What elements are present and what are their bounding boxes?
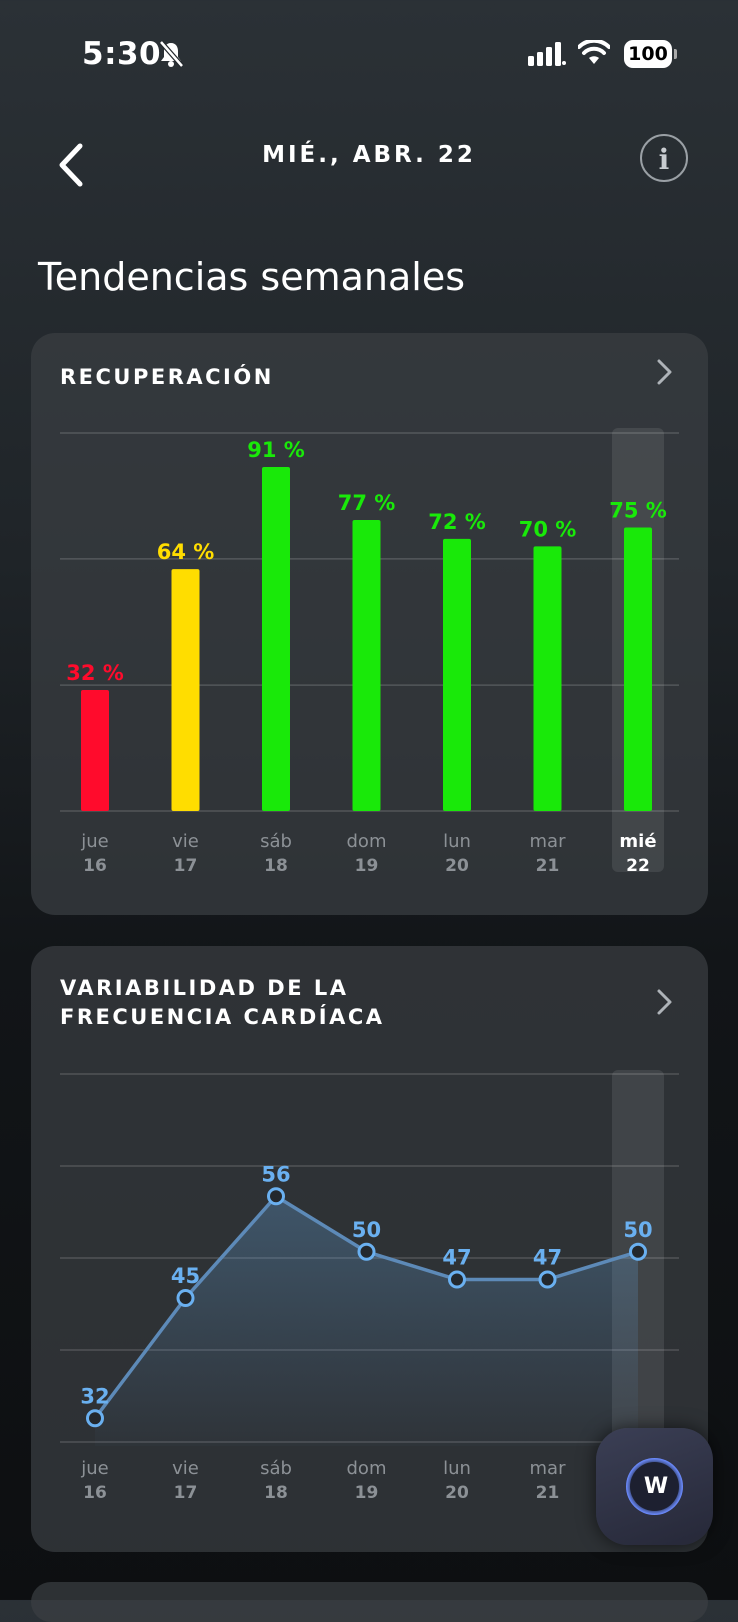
x-tick-day-label: lun [443,1458,471,1479]
x-tick-day-label: vie [172,1458,199,1479]
data-value-label: 45 [171,1264,200,1288]
bar-value-label: 72 % [428,510,486,534]
x-tick-day-label: vie [172,831,199,852]
data-value-label: 47 [533,1246,562,1270]
wifi-icon [577,38,611,70]
x-tick-date-label: 18 [264,856,288,876]
x-tick-date-label: 18 [264,1483,288,1503]
status-bar: 5:30 100 [0,0,738,100]
chevron-right-icon[interactable] [653,357,675,387]
top-navigation: MIÉ., ABR. 22 i [0,120,738,200]
assistant-fab-button[interactable]: W [596,1428,713,1545]
back-chevron-icon[interactable] [52,132,96,188]
whoop-logo-icon: W [630,1462,679,1511]
x-tick-day-label: dom [347,831,387,852]
bar-value-label: 32 % [66,661,124,685]
section-title: Tendencias semanales [38,255,465,299]
x-tick-date-label: 17 [174,1483,198,1503]
data-point [629,1242,647,1261]
data-point [448,1270,466,1289]
chevron-right-icon[interactable] [653,987,675,1017]
x-tick-day-label: dom [347,1458,387,1479]
bar-value-label: 75 % [609,499,667,523]
hrv-line-chart: 32 jue 16 45 vie 17 56 sáb 18 50 dom 19 47 lun 20 47 mar… [60,1070,679,1510]
battery-nub [674,49,677,59]
x-tick-day-label: jue [80,831,108,852]
cellular-signal-icon [528,42,566,70]
hrv-title-line2: FRECUENCIA CARDÍACA [60,1005,385,1029]
data-value-label: 47 [442,1246,471,1270]
data-value-label: 56 [261,1162,290,1186]
data-point [267,1187,285,1206]
x-tick-day-label: sáb [260,831,292,852]
bar-value-label: 77 % [338,491,396,515]
hrv-card-title: VARIABILIDAD DE LA FRECUENCIA CARDÍACA [60,974,385,1032]
bar-value-label: 70 % [519,517,577,541]
x-tick-day-label: mar [530,1458,567,1479]
next-card[interactable] [31,1582,708,1622]
x-tick-date-label: 16 [83,856,107,876]
x-tick-date-label: 17 [174,856,198,876]
bar-value-label: 64 % [157,540,215,564]
bar [352,519,381,811]
data-point [86,1409,104,1428]
data-point [357,1242,376,1261]
x-tick-date-label: 22 [626,856,650,876]
x-tick-date-label: 21 [536,856,560,876]
bell-muted-icon [158,40,184,72]
x-tick-day-label: lun [443,831,471,852]
recovery-card[interactable]: RECUPERACIÓN 32 % jue 16 64 % vie 17 91 % sáb 18… [31,333,708,915]
battery-indicator: 100 [624,40,672,68]
bar-value-label: 91 % [247,438,305,462]
x-tick-date-label: 20 [445,856,469,876]
bar [262,467,290,811]
x-tick-date-label: 20 [445,1483,469,1503]
x-tick-day-label: sáb [260,1458,292,1479]
x-tick-date-label: 19 [355,856,379,876]
recovery-card-title: RECUPERACIÓN [60,365,274,389]
bar [533,546,562,811]
data-value-label: 50 [352,1218,381,1242]
x-tick-date-label: 21 [536,1483,560,1503]
series-area [95,1196,638,1446]
hrv-title-line1: VARIABILIDAD DE LA [60,976,349,1000]
bar [624,527,652,811]
x-tick-day-label: jue [80,1458,108,1479]
data-point [176,1289,195,1307]
recovery-bar-chart: 32 % jue 16 64 % vie 17 91 % sáb 18 77 % dom 19 72 %… [60,428,679,876]
hrv-card[interactable]: VARIABILIDAD DE LA FRECUENCIA CARDÍACA 3… [31,946,708,1552]
x-tick-day-label: mié [619,831,656,852]
x-tick-date-label: 19 [355,1483,379,1503]
x-tick-day-label: mar [530,831,567,852]
page-title: MIÉ., ABR. 22 [262,142,476,168]
data-point [538,1270,557,1289]
info-icon[interactable]: i [640,134,688,182]
bar [81,690,109,811]
data-value-label: 50 [623,1218,652,1242]
status-time: 5:30 [82,36,162,72]
data-value-label: 32 [80,1384,109,1408]
bar [443,538,471,811]
bar [171,569,200,811]
x-tick-date-label: 16 [83,1483,107,1503]
